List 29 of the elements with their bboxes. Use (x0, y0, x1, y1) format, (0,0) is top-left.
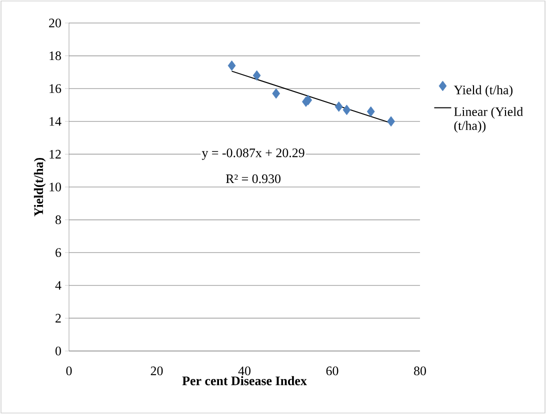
legend-label: Linear (Yield (t/ha)) (454, 106, 523, 133)
y-tick-label: 6 (56, 248, 62, 257)
point (342, 104, 351, 116)
point (366, 106, 375, 117)
point (272, 88, 280, 99)
legend-label: Yield (t/ha) (454, 85, 512, 97)
point (334, 101, 343, 112)
x-axis-title: Per cent Disease Index (182, 376, 307, 386)
y-tick-label: 0 (56, 346, 61, 356)
annotation: R² = 0.930 (226, 174, 280, 184)
x-tick-label: 0 (66, 366, 72, 376)
y-tick-label: 4 (55, 281, 62, 290)
point (387, 116, 395, 127)
y-tick-label: 14 (50, 117, 62, 126)
y-tick-label: 20 (49, 18, 61, 28)
y-axis-title: Yield(t/ha) (34, 158, 46, 216)
x-tick-label: 20 (150, 366, 163, 376)
y-tick-label: 18 (50, 51, 61, 60)
point (228, 60, 236, 71)
x-tick-label: 40 (238, 366, 250, 376)
y-tick-label: 16 (50, 84, 62, 93)
annotation: y = -0.087x + 20.29 (202, 148, 304, 160)
x-tick-label: 80 (414, 366, 426, 376)
y-tick-label: 2 (56, 314, 61, 322)
y-tick-label: 8 (56, 215, 61, 224)
y-tick-label: 10 (50, 182, 61, 192)
x-tick-label: 60 (326, 366, 338, 376)
point (252, 70, 261, 81)
y-tick-label: 12 (50, 150, 61, 158)
